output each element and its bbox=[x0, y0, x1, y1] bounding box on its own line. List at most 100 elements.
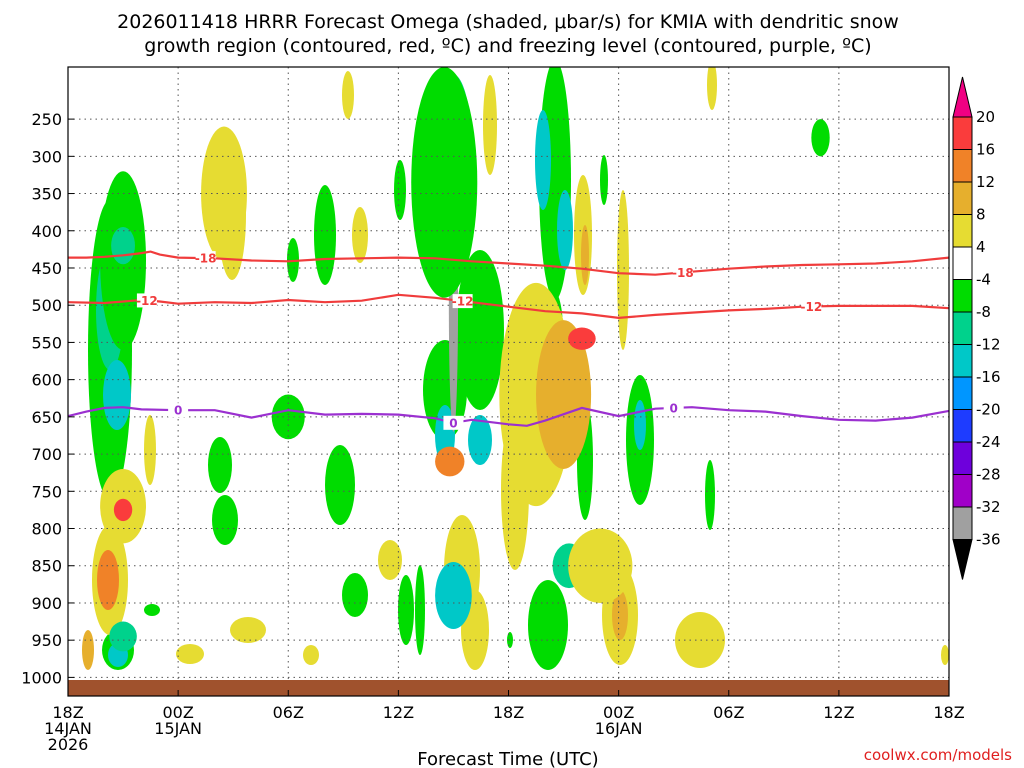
omega-blob bbox=[342, 71, 354, 119]
x-tick-label: 18Z bbox=[933, 703, 964, 722]
omega-blob bbox=[97, 550, 119, 610]
y-axis-ticks: 250 300 350 400 450 500 550 600 650 700 750 800 850 9… bbox=[21, 110, 74, 687]
omega-blob bbox=[617, 190, 629, 350]
omega-blob bbox=[705, 460, 715, 530]
colorbar-segment bbox=[952, 279, 973, 313]
y-tick-label: 250 bbox=[31, 110, 62, 129]
contour-line bbox=[68, 293, 949, 320]
colorbar-segment bbox=[952, 344, 973, 378]
omega-region bbox=[411, 67, 478, 298]
colorbar-arrow-top bbox=[952, 76, 973, 118]
colorbar-label: -16 bbox=[976, 368, 1001, 386]
contour-label-bg bbox=[663, 400, 684, 415]
contour-line bbox=[68, 250, 949, 276]
omega-blob bbox=[144, 604, 160, 616]
omega-region bbox=[536, 320, 592, 469]
contour-label-bg bbox=[136, 293, 157, 308]
omega-blob bbox=[303, 645, 319, 665]
omega-blob bbox=[394, 160, 406, 220]
colorbar-label: 20 bbox=[976, 108, 995, 126]
colorbar-segment bbox=[952, 311, 973, 345]
contour-label: -12 bbox=[136, 294, 158, 308]
colorbar-label: -24 bbox=[976, 433, 1001, 451]
y-tick-label: 1000 bbox=[21, 668, 62, 687]
y-tick-label: 950 bbox=[31, 631, 62, 650]
x-tick-label: 12Z bbox=[383, 703, 414, 722]
x-tick-label: 06Z bbox=[273, 703, 304, 722]
x-tick-label: 00Z bbox=[603, 703, 634, 722]
contour-label: -18 bbox=[672, 266, 694, 280]
contour-label: -12 bbox=[452, 295, 474, 309]
y-tick-label: 650 bbox=[31, 408, 62, 427]
omega-region bbox=[109, 621, 137, 652]
omega-region bbox=[568, 528, 633, 603]
y-tick-label: 850 bbox=[31, 557, 62, 576]
contour-label: -12 bbox=[801, 300, 823, 314]
colorbar-label: -4 bbox=[976, 271, 991, 289]
y-tick-label: 700 bbox=[31, 445, 62, 464]
x-tick-label: 15JAN bbox=[154, 719, 202, 738]
x-tick-label: 12Z bbox=[823, 703, 854, 722]
omega-blob bbox=[342, 573, 368, 617]
y-tick-label: 550 bbox=[31, 333, 62, 352]
temperature-contours: -18 -18 -12 -12 -12 0 0 0 bbox=[68, 250, 949, 430]
omega-blob bbox=[581, 225, 589, 285]
x-tick-label: 16JAN bbox=[595, 719, 643, 738]
omega-region bbox=[435, 446, 465, 477]
omega-regions bbox=[100, 67, 830, 652]
y-tick-label: 450 bbox=[31, 259, 62, 278]
omega-blob bbox=[325, 445, 355, 525]
omega-blob bbox=[352, 207, 368, 263]
colorbar-label: 12 bbox=[976, 173, 995, 191]
colorbar-label: 8 bbox=[976, 206, 986, 224]
y-tick-label: 400 bbox=[31, 222, 62, 241]
x-tick-label: 06Z bbox=[713, 703, 744, 722]
colorbar-segment bbox=[952, 214, 973, 248]
colorbar-segment bbox=[952, 181, 973, 215]
colorbar-label: -32 bbox=[976, 498, 1001, 516]
y-tick-label: 750 bbox=[31, 482, 62, 501]
colorbar-label: 4 bbox=[976, 238, 986, 256]
x-tick-label: 18Z bbox=[52, 703, 83, 722]
contour-label: 0 bbox=[449, 416, 457, 430]
y-tick-label: 900 bbox=[31, 594, 62, 613]
colorbar-segment bbox=[952, 116, 973, 150]
omega-blob bbox=[675, 612, 725, 668]
omega-region bbox=[201, 126, 247, 261]
colorbar-segment bbox=[952, 376, 973, 410]
omega-blob bbox=[378, 540, 402, 580]
colorbar-label: -20 bbox=[976, 401, 1001, 419]
y-tick-label: 350 bbox=[31, 185, 62, 204]
omega-blob bbox=[941, 645, 949, 665]
colorbar-segment bbox=[952, 149, 973, 183]
y-tick-label: 800 bbox=[31, 520, 62, 539]
omega-blob bbox=[230, 617, 266, 643]
colorbar-segment bbox=[952, 474, 973, 508]
omega-blob bbox=[208, 437, 232, 493]
x-axis-label: Forecast Time (UTC) bbox=[417, 749, 598, 768]
contour-label: 0 bbox=[174, 404, 182, 418]
omega-blob bbox=[212, 495, 238, 545]
omega-blob bbox=[707, 67, 717, 110]
contour-line bbox=[68, 406, 949, 427]
contour-label: 0 bbox=[670, 401, 678, 415]
colorbar-segment bbox=[952, 506, 973, 540]
x-tick-label: 14JAN bbox=[44, 719, 92, 738]
omega-blob bbox=[82, 630, 94, 670]
omega-region bbox=[111, 227, 135, 265]
credit-text: coolwx.com/models bbox=[864, 746, 1012, 764]
colorbar-label: -28 bbox=[976, 466, 1001, 484]
x-tick-label: 2026 bbox=[48, 735, 89, 754]
omega-blob bbox=[535, 110, 551, 210]
omega-region bbox=[113, 498, 133, 522]
omega-blob bbox=[634, 400, 646, 450]
omega-blob bbox=[103, 360, 131, 430]
y-tick-label: 300 bbox=[31, 147, 62, 166]
colorbar-label: 16 bbox=[976, 141, 995, 159]
omega-blob bbox=[456, 250, 504, 410]
omega-blob bbox=[468, 415, 492, 465]
colorbar-arrow-bottom bbox=[952, 539, 973, 580]
omega-blob bbox=[483, 75, 497, 175]
